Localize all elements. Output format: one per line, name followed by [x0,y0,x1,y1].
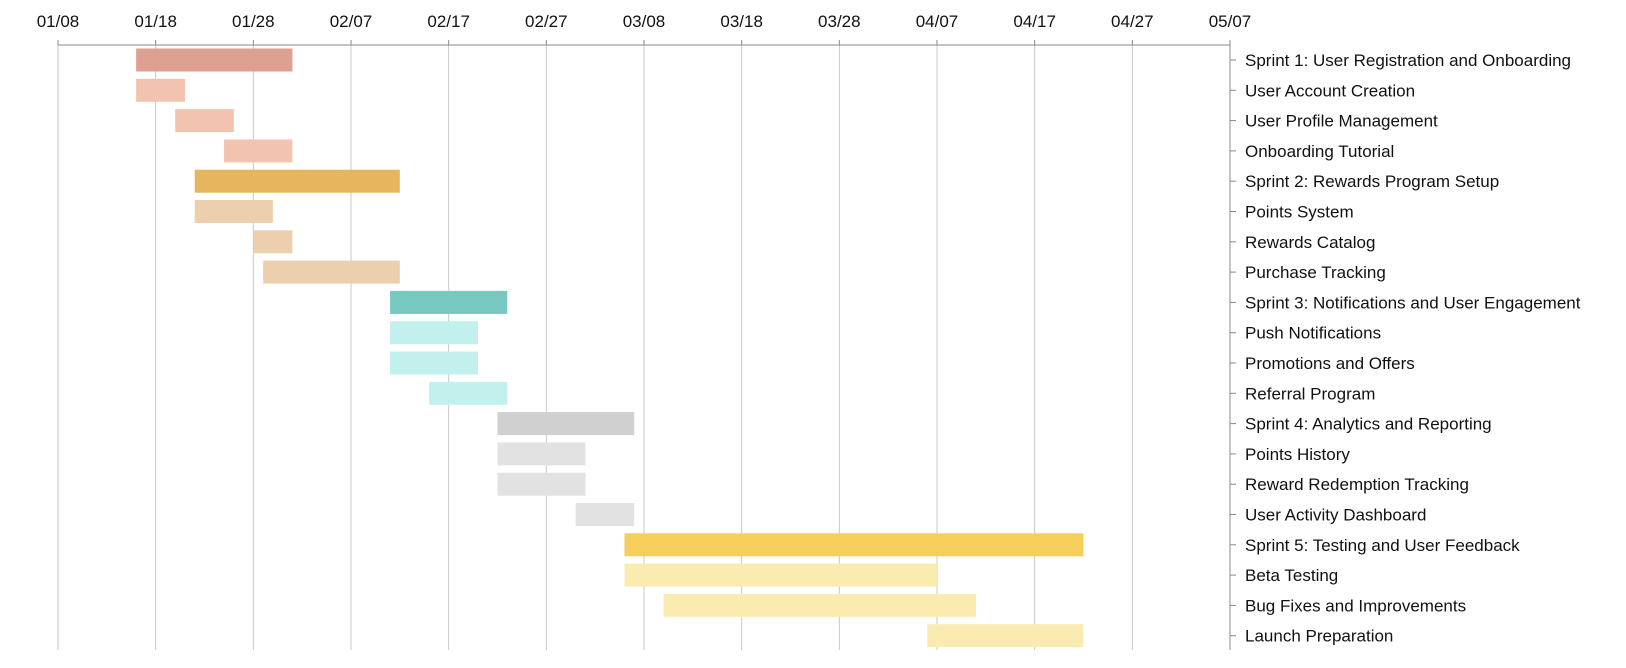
x-tick-label: 02/17 [427,12,470,31]
x-tick-label: 04/27 [1111,12,1154,31]
task-bar [175,109,234,133]
x-tick-label: 03/08 [623,12,666,31]
task-bar [253,230,293,254]
task-label: Bug Fixes and Improvements [1245,596,1466,615]
x-tick-label: 03/18 [720,12,763,31]
x-tick-label: 04/07 [916,12,959,31]
x-tick-label: 05/07 [1209,12,1252,31]
task-labels: Sprint 1: User Registration and Onboardi… [1230,51,1581,646]
task-label: Purchase Tracking [1245,263,1386,282]
x-tick-label: 03/28 [818,12,861,31]
x-tick-label: 01/08 [37,12,80,31]
task-label: Launch Preparation [1245,627,1393,646]
task-bar [927,624,1084,648]
task-label: User Account Creation [1245,81,1415,100]
sprint-label: Sprint 3: Notifications and User Engagem… [1245,293,1581,312]
task-label: Points History [1245,445,1350,464]
task-bar [575,503,635,526]
task-label: Promotions and Offers [1245,354,1415,373]
x-tick-label: 02/07 [330,12,373,31]
gridlines [57,45,1231,650]
task-bars [136,48,1084,648]
sprint-bar [390,290,508,314]
task-label: User Activity Dashboard [1245,506,1426,525]
task-bar [224,139,293,163]
task-label: Points System [1245,203,1354,222]
task-label: Beta Testing [1245,566,1338,585]
x-axis-ticks: 01/08 01/18 01/28 02/07 02/17 02/27 03/08 03/18… [37,12,1252,45]
task-label: User Profile Management [1245,112,1438,131]
task-label: Onboarding Tutorial [1245,142,1394,161]
sprint-bar [624,533,1084,557]
x-tick-label: 01/28 [232,12,275,31]
task-bar [194,200,273,223]
task-label: Reward Redemption Tracking [1245,475,1469,494]
sprint-label: Sprint 5: Testing and User Feedback [1245,536,1520,555]
sprint-bar [194,169,400,193]
sprint-bar [136,48,293,72]
task-bar [136,78,185,102]
task-bar [497,472,586,496]
task-bar [390,321,478,345]
task-bar [663,593,977,617]
sprint-label: Sprint 1: User Registration and Onboardi… [1245,51,1571,70]
sprint-label: Sprint 4: Analytics and Reporting [1245,415,1492,434]
x-tick-label: 02/27 [525,12,568,31]
task-bar [429,381,508,405]
task-bar [263,260,400,284]
task-label: Push Notifications [1245,324,1381,343]
sprint-label: Sprint 2: Rewards Program Setup [1245,172,1499,191]
sprint-bar [497,412,635,436]
task-label: Rewards Catalog [1245,233,1375,252]
task-bar [624,563,937,587]
task-label: Referral Program [1245,384,1375,403]
x-tick-label: 01/18 [134,12,177,31]
x-tick-label: 04/17 [1013,12,1056,31]
task-bar [390,351,478,375]
task-bar [497,442,586,466]
